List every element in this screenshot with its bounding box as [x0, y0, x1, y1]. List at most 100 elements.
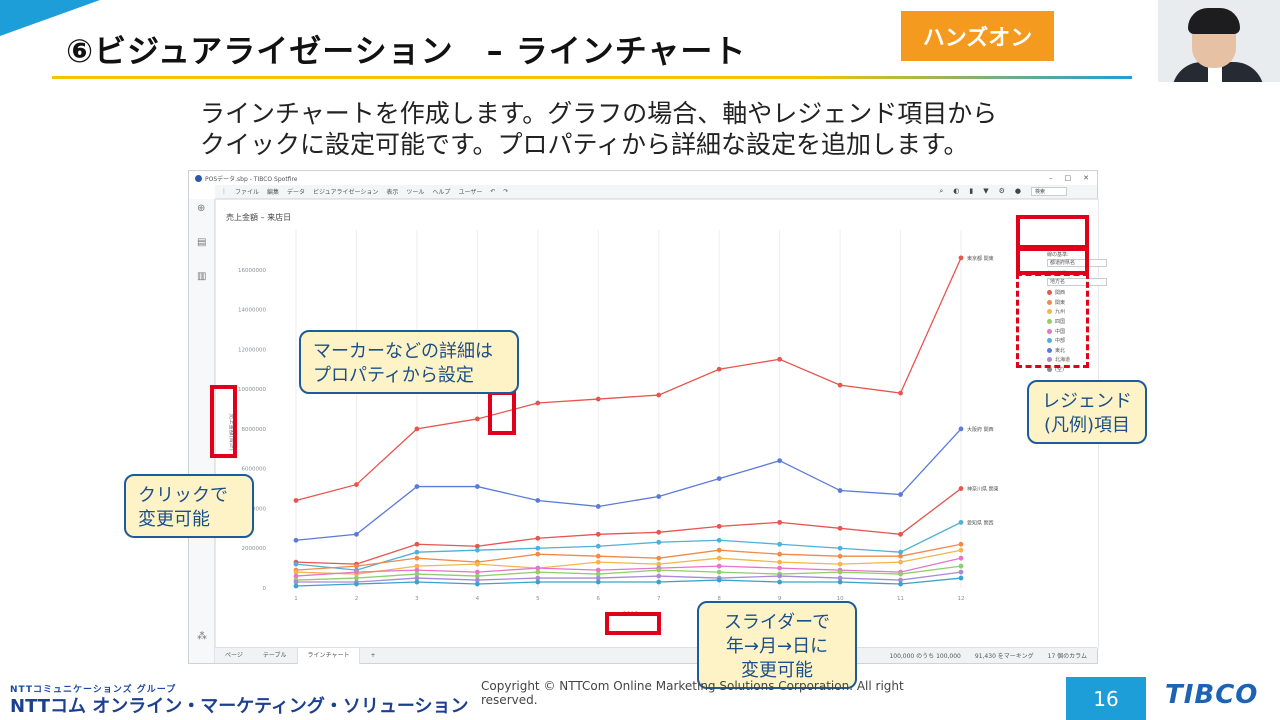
undo-icon[interactable]: ↶ — [490, 188, 496, 195]
data-point[interactable] — [958, 575, 964, 581]
data-point[interactable] — [898, 531, 903, 537]
data-point[interactable] — [837, 382, 843, 388]
series-line[interactable] — [295, 428, 962, 541]
data-point[interactable] — [898, 559, 903, 565]
data-point[interactable] — [535, 400, 541, 406]
data-point[interactable] — [837, 545, 843, 551]
data-point[interactable] — [535, 575, 541, 581]
data-point[interactable] — [474, 547, 480, 553]
data-point[interactable] — [898, 549, 903, 555]
series-line[interactable] — [296, 571, 962, 583]
tab-page[interactable]: ページ — [225, 651, 243, 659]
data-point[interactable] — [414, 484, 420, 489]
data-point[interactable] — [595, 504, 601, 509]
menu-view[interactable]: 表示 — [386, 189, 399, 196]
collaboration-icon[interactable]: ● — [1014, 187, 1021, 195]
data-point[interactable] — [656, 539, 662, 545]
legend-item[interactable]: 中部 — [1047, 336, 1107, 346]
data-point[interactable] — [716, 476, 722, 482]
data-point[interactable] — [656, 567, 662, 573]
data-point[interactable] — [777, 573, 783, 579]
data-point[interactable] — [656, 579, 662, 585]
data-point[interactable] — [898, 577, 903, 583]
data-point[interactable] — [716, 547, 722, 553]
legend-line-selector[interactable]: 都道府県名 — [1047, 259, 1107, 267]
data-point[interactable] — [777, 559, 783, 565]
redo-icon[interactable]: ↷ — [503, 188, 509, 195]
data-point[interactable] — [595, 567, 601, 573]
data-point[interactable] — [414, 575, 420, 581]
legend-item[interactable]: 九州 — [1047, 307, 1107, 317]
data-point[interactable] — [777, 458, 783, 464]
data-point[interactable] — [595, 531, 601, 537]
data-point[interactable] — [656, 573, 662, 579]
data-point[interactable] — [474, 416, 480, 422]
data-point[interactable] — [354, 482, 359, 487]
data-point[interactable] — [535, 565, 541, 571]
add-tab-button[interactable]: + — [370, 651, 376, 659]
data-point[interactable] — [474, 569, 480, 575]
data-point[interactable] — [354, 575, 359, 581]
data-point[interactable] — [293, 579, 299, 585]
series-line[interactable] — [295, 543, 962, 571]
data-point[interactable] — [535, 545, 541, 551]
data-point[interactable] — [595, 396, 601, 402]
data-point[interactable] — [958, 563, 964, 569]
data-point[interactable] — [958, 519, 964, 525]
maximize-button[interactable]: □ — [1064, 174, 1072, 182]
data-point[interactable] — [716, 366, 722, 372]
data-point[interactable] — [656, 529, 662, 535]
legend-item[interactable]: 東北 — [1047, 346, 1107, 356]
legend-color-selector[interactable]: 地方名 — [1047, 278, 1107, 286]
data-point[interactable] — [595, 553, 601, 559]
data-point[interactable] — [958, 547, 964, 553]
data-point[interactable] — [535, 551, 541, 557]
data-point[interactable] — [837, 488, 843, 493]
menu-file[interactable]: ファイル — [235, 189, 260, 196]
y-axis-selector[interactable]: 売上金額(合計) — [228, 413, 236, 450]
data-point[interactable] — [414, 563, 420, 569]
data-point[interactable] — [837, 575, 843, 581]
data-point[interactable] — [777, 551, 783, 557]
data-point[interactable] — [716, 537, 722, 543]
data-point[interactable] — [837, 579, 843, 585]
chart-panel-icon[interactable]: ▥ — [197, 271, 207, 282]
data-point[interactable] — [414, 579, 420, 585]
data-point[interactable] — [777, 519, 783, 525]
data-point[interactable] — [474, 484, 480, 489]
menu-user[interactable]: ユーザー — [458, 189, 483, 196]
data-point[interactable] — [293, 573, 299, 579]
filter-icon[interactable]: ▼ — [983, 187, 989, 195]
data-point[interactable] — [414, 426, 420, 432]
legend-item[interactable]: 中国 — [1047, 326, 1107, 336]
series-line[interactable] — [295, 565, 962, 581]
data-point[interactable] — [354, 531, 359, 537]
legend-item[interactable]: 関西 — [1047, 288, 1107, 298]
data-point[interactable] — [535, 498, 541, 503]
data-point[interactable] — [898, 390, 903, 396]
data-point[interactable] — [474, 543, 480, 549]
data-point[interactable] — [595, 571, 601, 577]
data-point[interactable] — [656, 392, 662, 398]
data-point[interactable] — [354, 581, 359, 587]
series-line[interactable] — [295, 488, 962, 565]
data-point[interactable] — [837, 569, 843, 575]
data-point[interactable] — [716, 563, 722, 569]
series-line[interactable] — [295, 549, 962, 575]
data-point[interactable] — [898, 571, 903, 577]
data-point[interactable] — [716, 577, 722, 583]
legend-item[interactable]: (空) — [1047, 365, 1107, 375]
data-point[interactable] — [958, 555, 964, 561]
close-window-button[interactable]: ✕ — [1083, 174, 1089, 182]
settings-gear-icon[interactable]: ⚙ — [998, 187, 1005, 195]
data-point[interactable] — [293, 583, 299, 589]
search-icon[interactable]: ⌕ — [939, 187, 944, 195]
data-point[interactable] — [595, 579, 601, 585]
data-point[interactable] — [716, 523, 722, 529]
legend-item[interactable]: 関東 — [1047, 298, 1107, 308]
data-point[interactable] — [656, 561, 662, 567]
data-point[interactable] — [595, 543, 601, 549]
legend-item[interactable]: 北海道 — [1047, 355, 1107, 365]
data-point[interactable] — [474, 577, 480, 583]
data-point[interactable] — [474, 581, 480, 587]
